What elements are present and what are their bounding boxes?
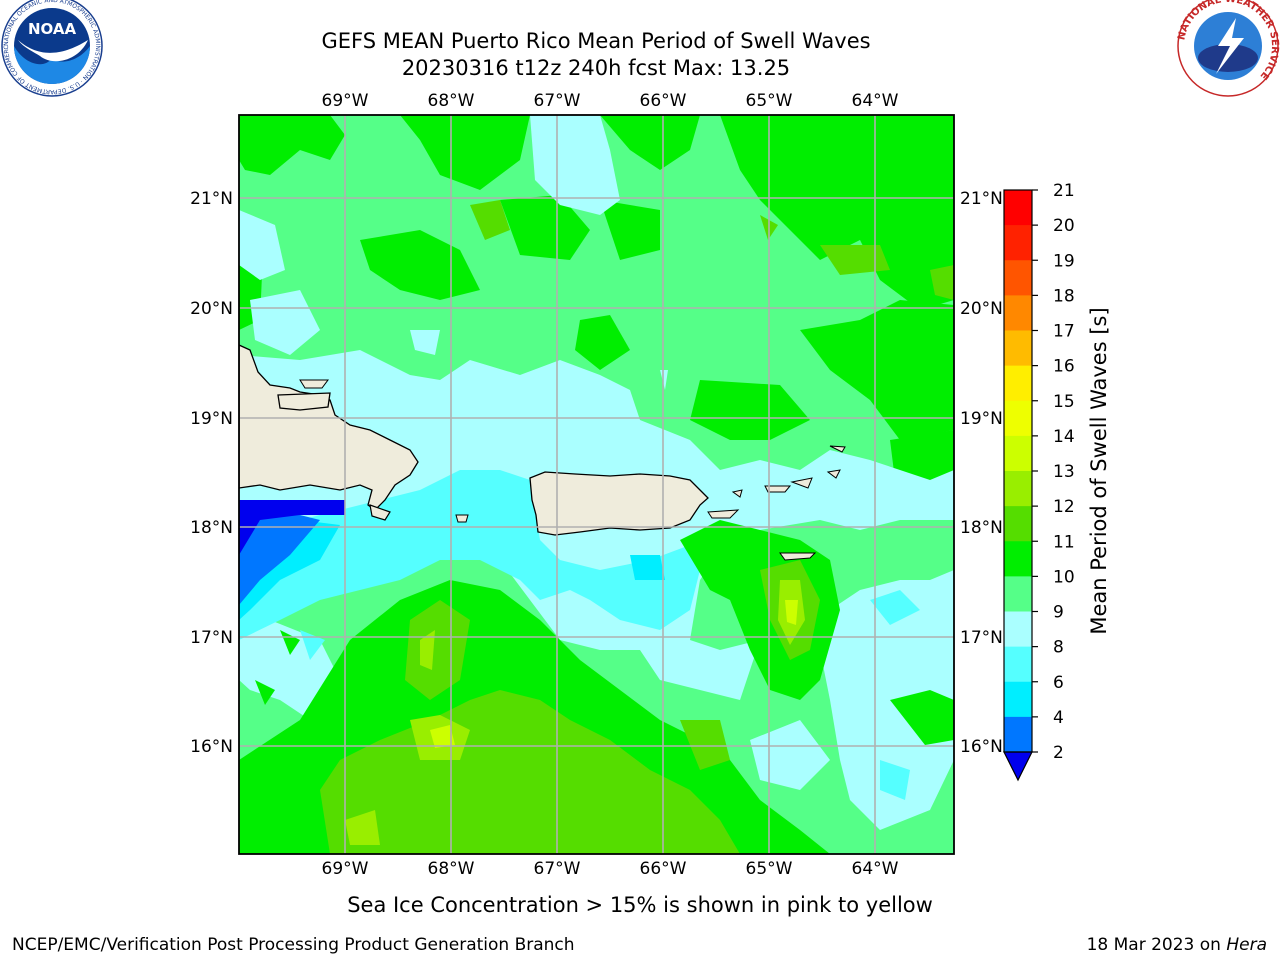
colorbar-segment bbox=[1004, 506, 1032, 542]
lon-labels-top: 69°W 68°W 67°W 66°W 65°W 64°W bbox=[322, 91, 899, 111]
st-croix-island bbox=[779, 552, 817, 561]
lat-label: 21°N bbox=[960, 189, 1003, 209]
lat-label: 16°N bbox=[190, 737, 233, 757]
lat-label: 17°N bbox=[960, 628, 1003, 648]
colorbar-extend-triangle bbox=[1003, 751, 1033, 782]
st-thomas-island bbox=[764, 485, 792, 493]
footer-branch: NCEP/EMC/Verification Post Processing Pr… bbox=[12, 935, 575, 955]
map-panel bbox=[239, 115, 954, 854]
mona-island bbox=[455, 514, 469, 523]
vieques-island bbox=[707, 509, 740, 519]
colorbar-segment bbox=[1004, 471, 1032, 507]
colorbar-segment bbox=[1004, 330, 1032, 367]
nws-logo: NATIONAL WEATHER SERVICE bbox=[1176, 0, 1280, 97]
colorbar-segment bbox=[1004, 295, 1032, 331]
lon-label: 67°W bbox=[534, 859, 581, 879]
colorbar: 2 4 6 8 9 10 11 12 13 14 15 16 17 18 19 20 21 bbox=[1003, 181, 1075, 782]
colorbar-tick-label: 15 bbox=[1053, 392, 1075, 412]
lat-labels-left: 21°N 20°N 19°N 18°N 17°N 16°N bbox=[190, 189, 233, 757]
colorbar-tick-label: 8 bbox=[1053, 638, 1064, 658]
lon-label: 64°W bbox=[852, 859, 899, 879]
colorbar-tick-label: 14 bbox=[1053, 427, 1075, 447]
colorbar-segment bbox=[1004, 576, 1032, 612]
contour-2-4 bbox=[239, 510, 320, 605]
chart-title: GEFS MEAN Puerto Rico Mean Period of Swe… bbox=[321, 29, 870, 53]
lon-label: 64°W bbox=[852, 91, 899, 111]
colorbar-tick-label: 10 bbox=[1053, 567, 1075, 587]
lon-label: 65°W bbox=[746, 859, 793, 879]
lon-label: 67°W bbox=[534, 91, 581, 111]
culebra-island bbox=[731, 489, 743, 498]
colorbar-segment bbox=[1004, 435, 1032, 472]
lon-label: 65°W bbox=[746, 91, 793, 111]
hispaniola-land bbox=[239, 344, 419, 511]
noaa-logo: NOAA NATIONAL OCEANIC AND ATMOSPHERIC AD… bbox=[0, 0, 103, 97]
lon-label: 66°W bbox=[640, 859, 687, 879]
colorbar-tick-label: 21 bbox=[1053, 181, 1075, 201]
tortola-island bbox=[790, 477, 813, 489]
lon-label: 69°W bbox=[322, 859, 369, 879]
colorbar-segment bbox=[1004, 681, 1032, 718]
colorbar-segment bbox=[1004, 260, 1032, 296]
colorbar-tick-label: 2 bbox=[1053, 743, 1064, 763]
virgin-gorda-island bbox=[826, 469, 841, 479]
colorbar-segment bbox=[1004, 190, 1032, 226]
lat-labels-right: 21°N 20°N 19°N 18°N 17°N 16°N bbox=[960, 189, 1003, 757]
colorbar-tick-label: 16 bbox=[1053, 357, 1075, 377]
contour-10-11 bbox=[239, 115, 954, 500]
colorbar-segment bbox=[1004, 646, 1032, 683]
lat-label: 20°N bbox=[960, 299, 1003, 319]
lon-label: 68°W bbox=[428, 91, 475, 111]
lat-label: 19°N bbox=[190, 409, 233, 429]
footer-machine: Hera bbox=[1226, 935, 1267, 955]
lat-label: 16°N bbox=[960, 737, 1003, 757]
lat-label: 20°N bbox=[190, 299, 233, 319]
beata-island bbox=[369, 504, 391, 521]
colorbar-segment bbox=[1004, 541, 1032, 577]
colorbar-tick-label: 12 bbox=[1053, 497, 1075, 517]
graticule bbox=[239, 115, 954, 854]
colorbar-segment bbox=[1004, 611, 1032, 648]
lon-labels-bottom: 69°W 68°W 67°W 66°W 65°W 64°W bbox=[322, 859, 899, 879]
lat-label: 17°N bbox=[190, 628, 233, 648]
lon-label: 68°W bbox=[428, 859, 475, 879]
colorbar-label: Mean Period of Swell Waves [s] bbox=[1087, 307, 1111, 634]
colorbar-tick-label: 6 bbox=[1053, 673, 1064, 693]
footer-date: 18 Mar 2023 on Hera bbox=[1087, 935, 1267, 955]
colorbar-tick-label: 20 bbox=[1053, 216, 1075, 236]
colorbar-tick-label: 19 bbox=[1053, 251, 1075, 271]
map-frame bbox=[238, 114, 955, 855]
contour-11-12 bbox=[470, 200, 954, 300]
noaa-logo-text: NOAA bbox=[28, 20, 77, 38]
lon-label: 66°W bbox=[640, 91, 687, 111]
colorbar-tick-label: 9 bbox=[1053, 603, 1064, 623]
anegada-island bbox=[829, 445, 846, 453]
colorbar-tick-label: 11 bbox=[1053, 532, 1075, 552]
sea-ice-note: Sea Ice Concentration > 15% is shown in … bbox=[347, 893, 933, 917]
colorbar-segment bbox=[1004, 365, 1032, 402]
lat-label: 21°N bbox=[190, 189, 233, 209]
lon-label: 69°W bbox=[322, 91, 369, 111]
lat-label: 18°N bbox=[960, 518, 1003, 538]
colorbar-segment bbox=[1004, 716, 1032, 753]
colorbar-segment bbox=[1004, 400, 1032, 437]
contour-13-14 bbox=[430, 600, 798, 748]
colorbar-tick-label: 17 bbox=[1053, 322, 1075, 342]
lat-label: 18°N bbox=[190, 518, 233, 538]
footer-date-text: 18 Mar 2023 on bbox=[1087, 935, 1227, 955]
colorbar-tick-label: 13 bbox=[1053, 462, 1075, 482]
chart-subtitle: 20230316 t12z 240h fcst Max: 13.25 bbox=[402, 56, 790, 80]
colorbar-segment bbox=[1004, 225, 1032, 261]
lat-label: 19°N bbox=[960, 409, 1003, 429]
contour-below-2 bbox=[239, 500, 345, 555]
hispaniola-peninsula bbox=[277, 392, 331, 411]
colorbar-tick-label: 4 bbox=[1053, 708, 1064, 728]
tortuga-island bbox=[299, 379, 329, 389]
colorbar-tick-label: 18 bbox=[1053, 286, 1075, 306]
